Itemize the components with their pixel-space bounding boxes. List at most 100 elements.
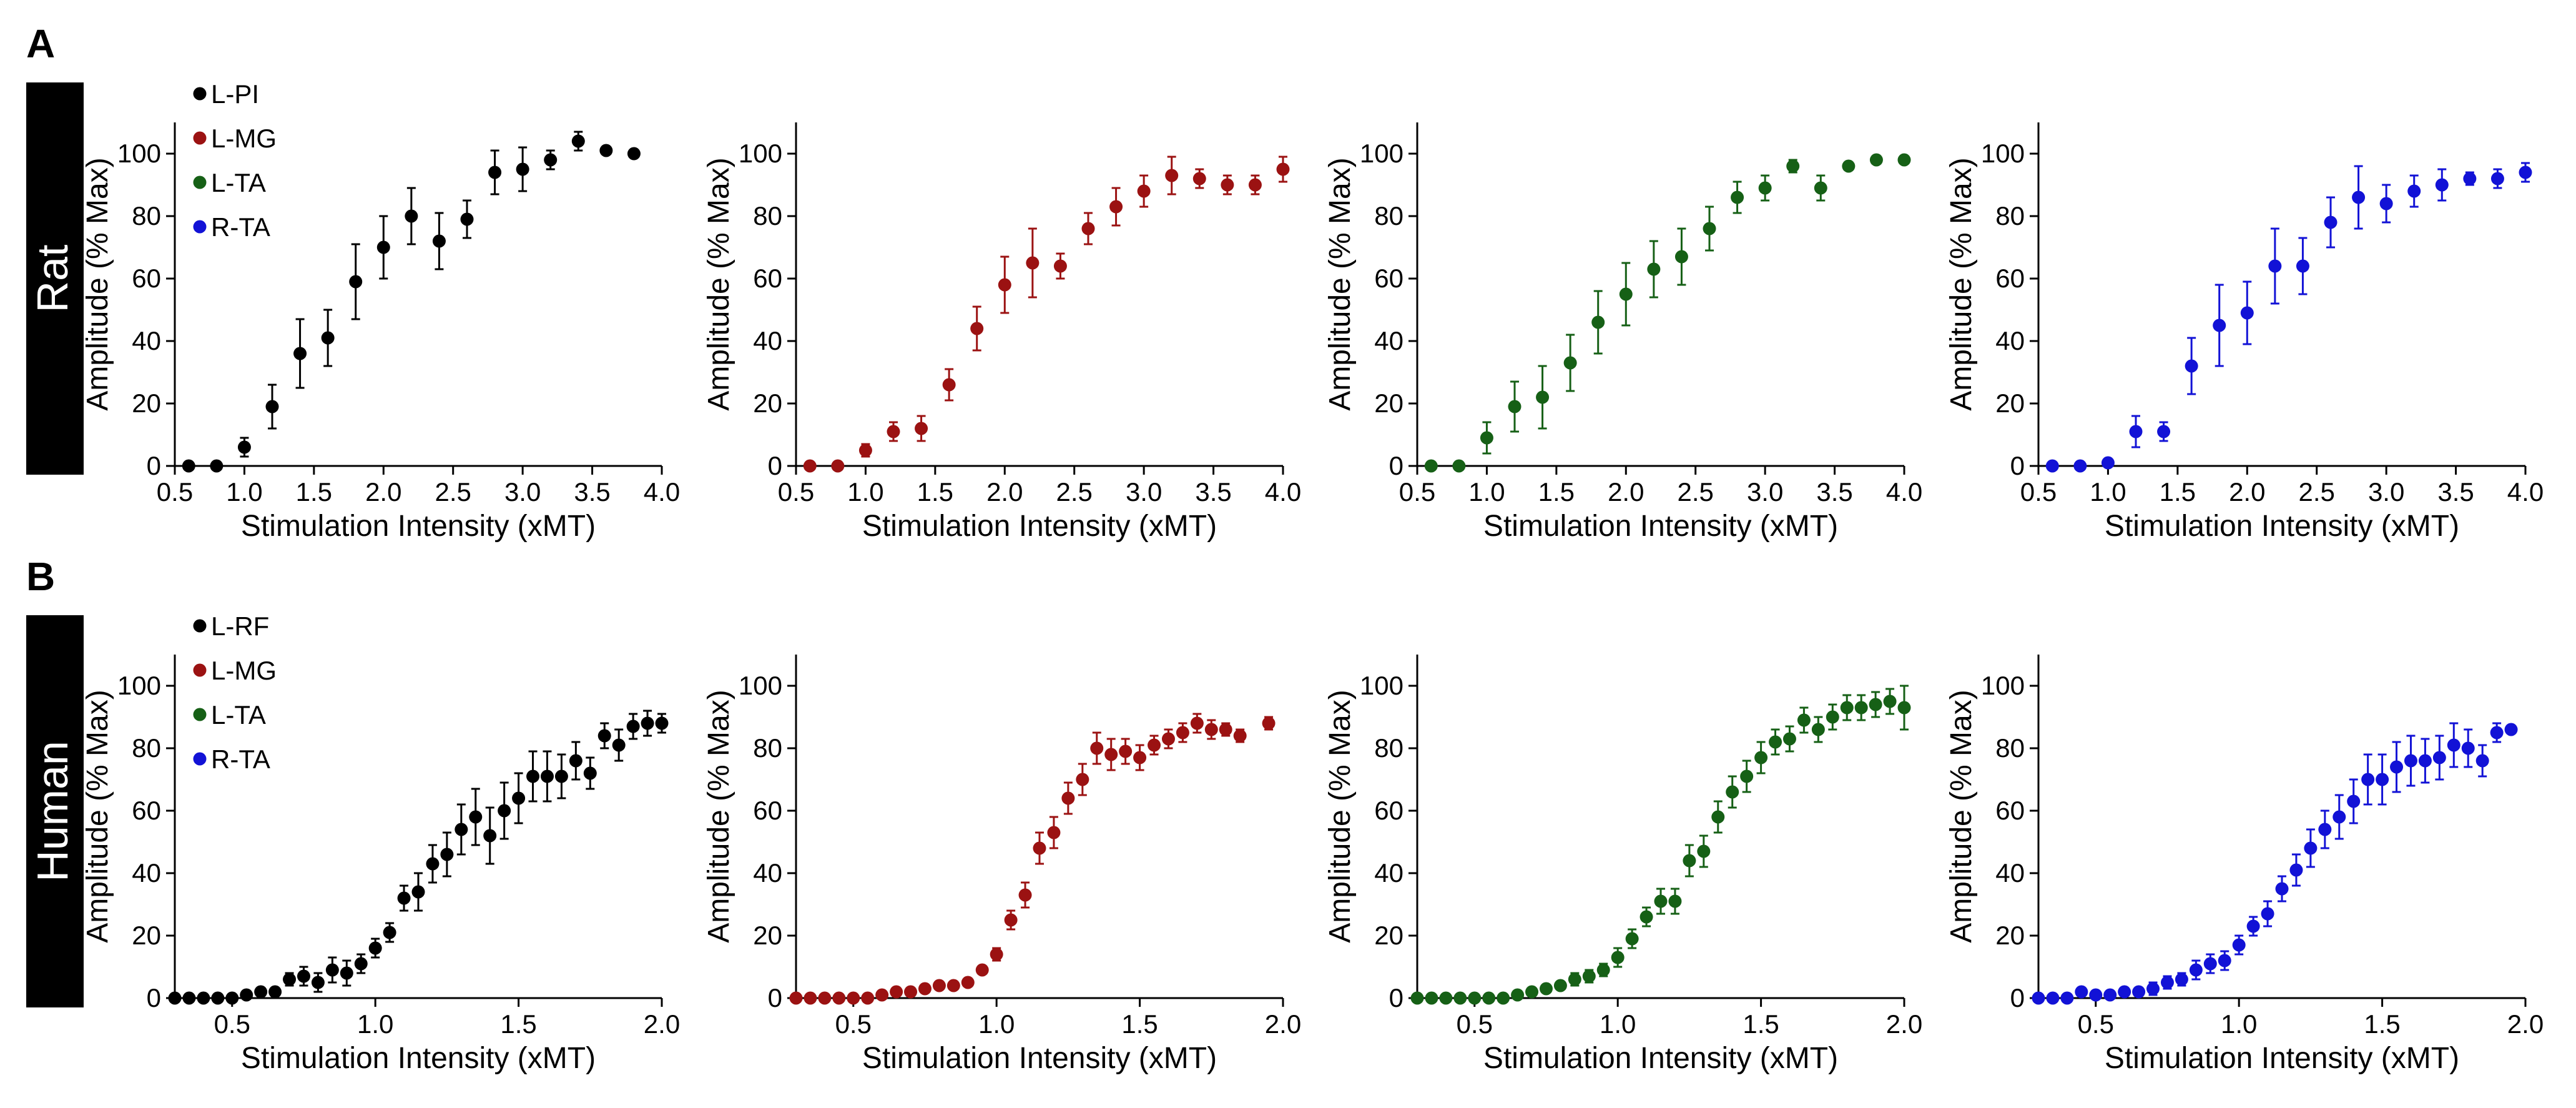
data-point	[383, 926, 396, 939]
data-point	[1053, 259, 1067, 273]
y-tick-label: 80	[132, 733, 161, 763]
data-point	[946, 979, 960, 992]
data-point	[1508, 400, 1522, 413]
y-tick-label: 60	[1374, 796, 1404, 825]
x-tick-label: 2.5	[1056, 477, 1093, 507]
data-point	[1674, 250, 1688, 264]
data-point	[2157, 425, 2171, 438]
chart-panel: 0 20 40 60 80 100 0.5 1.0 1.5 2.0 2.5 3.0 3.5 4.0 Stim…	[702, 122, 1301, 543]
data-point	[349, 275, 363, 289]
data-point	[1683, 854, 1696, 868]
x-tick-label: 2.5	[1678, 477, 1714, 507]
data-point	[540, 769, 554, 783]
y-tick-label: 60	[1995, 264, 2025, 293]
y-tick-label: 60	[132, 796, 161, 825]
x-tick-label: 1.5	[2160, 477, 2196, 507]
data-point	[1811, 723, 1825, 736]
data-point	[2296, 259, 2309, 273]
data-point	[283, 972, 297, 986]
y-tick-label: 100	[117, 671, 161, 700]
data-point	[1525, 985, 1539, 999]
data-point	[432, 234, 446, 248]
data-point	[2045, 459, 2059, 473]
data-point	[1619, 287, 1633, 301]
x-tick-label: 3.5	[574, 477, 610, 507]
panel-letter-b: B	[26, 554, 55, 599]
x-tick-label: 2.0	[1886, 1009, 1922, 1039]
x-tick-label: 1.5	[1538, 477, 1575, 507]
data-point	[411, 885, 425, 899]
data-point	[182, 991, 196, 1005]
data-point	[1568, 972, 1581, 986]
data-point	[268, 985, 282, 999]
data-point	[1165, 169, 1179, 182]
data-point	[2218, 954, 2231, 967]
data-point	[803, 459, 817, 473]
x-tick-label: 2.0	[2507, 1009, 2544, 1039]
x-tick-label: 1.0	[978, 1009, 1015, 1039]
chart-panel: 0 20 40 60 80 100 0.5 1.0 1.5 2.0 2.5 3.0 3.5 4.0 Stim…	[1945, 122, 2544, 543]
legend-marker	[193, 176, 207, 189]
data-point	[1647, 262, 1661, 276]
data-point	[887, 425, 900, 438]
data-point	[1497, 991, 1510, 1005]
row-label-box-rat	[26, 82, 84, 475]
data-point	[2461, 741, 2475, 755]
data-point	[2475, 754, 2489, 768]
data-point	[211, 991, 225, 1005]
data-point	[2324, 215, 2338, 229]
y-tick-label: 60	[1374, 264, 1404, 293]
x-tick-label: 1.5	[1121, 1009, 1158, 1039]
x-tick-label: 1.0	[1600, 1009, 1636, 1039]
data-point	[597, 729, 611, 743]
chart-panel: 0 20 40 60 80 100 0.5 1.0 1.5 2.0 2.5 3.0 3.5 4.0 Stim…	[1324, 122, 1922, 543]
data-point	[626, 720, 640, 733]
data-point	[583, 766, 597, 780]
data-point	[182, 459, 195, 473]
legend-marker	[193, 131, 207, 145]
data-point	[831, 459, 845, 473]
legend-marker	[193, 87, 207, 101]
data-point	[1233, 729, 1247, 743]
x-tick-label: 3.5	[1816, 477, 1852, 507]
row-label-rat: Rat	[28, 245, 77, 313]
data-point	[2361, 773, 2375, 786]
x-tick-label: 4.0	[1265, 477, 1301, 507]
data-point	[970, 322, 984, 335]
y-tick-label: 20	[132, 388, 161, 418]
data-point	[1133, 751, 1147, 764]
data-point	[2318, 823, 2332, 836]
y-tick-label: 20	[1995, 921, 2025, 950]
data-point	[1668, 894, 1682, 908]
data-point	[1814, 181, 1827, 195]
data-point	[1797, 713, 1811, 727]
data-point	[265, 400, 279, 413]
y-tick-label: 20	[753, 388, 782, 418]
x-tick-label: 1.0	[1468, 477, 1505, 507]
x-tick-label: 3.5	[1195, 477, 1231, 507]
y-axis-title: Amplitude (% Max)	[1945, 690, 1978, 942]
data-point	[1452, 459, 1466, 473]
data-point	[2376, 773, 2389, 786]
data-point	[942, 378, 956, 392]
data-point	[904, 985, 918, 999]
data-point	[225, 991, 239, 1005]
y-tick-label: 0	[147, 983, 161, 1012]
data-point	[1611, 951, 1625, 964]
data-point	[2132, 985, 2146, 999]
legend-marker	[193, 220, 207, 234]
data-point	[1076, 773, 1089, 786]
data-point	[627, 147, 641, 161]
data-point	[376, 240, 390, 254]
data-point	[1511, 988, 1525, 1002]
y-axis-title: Amplitude (% Max)	[81, 157, 114, 410]
data-point	[2089, 988, 2103, 1002]
x-tick-label: 3.0	[1747, 477, 1783, 507]
y-tick-label: 80	[753, 201, 782, 230]
y-tick-label: 40	[1374, 326, 1404, 355]
x-axis-title: Stimulation Intensity (xMT)	[862, 510, 1217, 543]
data-point	[1119, 744, 1133, 758]
data-point	[368, 941, 382, 955]
data-point	[1482, 991, 1496, 1005]
y-axis-title: Amplitude (% Max)	[1324, 690, 1357, 942]
